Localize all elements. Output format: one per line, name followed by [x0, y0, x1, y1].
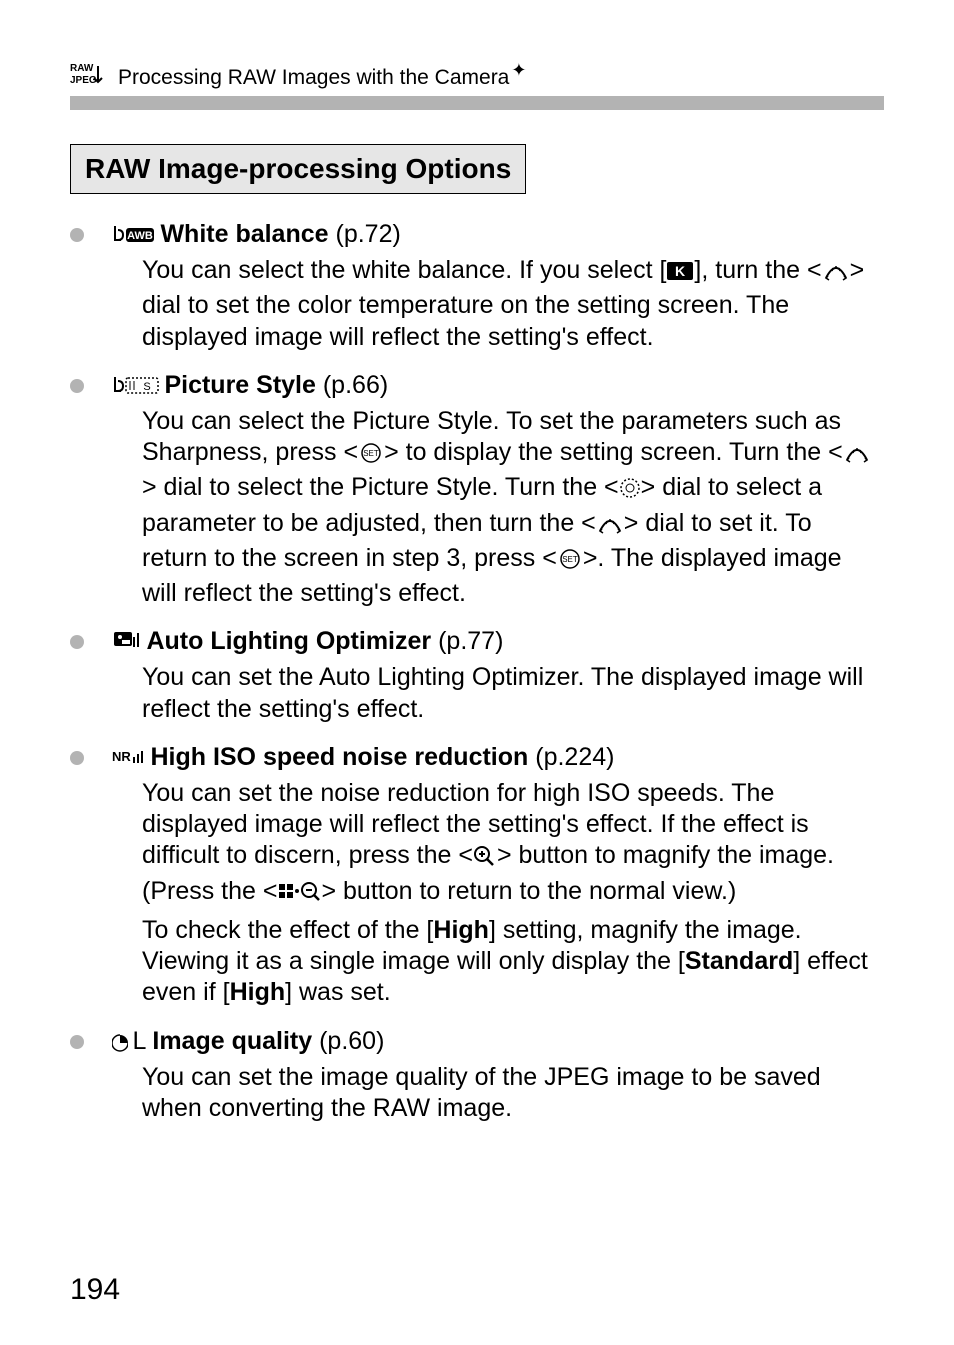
nr-icon: NR: [112, 747, 146, 774]
main-dial-icon: [822, 259, 850, 290]
item-quality-title: L Image quality (p.60): [112, 1027, 384, 1058]
item-nr-title: NR High ISO speed noise reduction (p.224…: [112, 743, 614, 774]
set-button-icon: SET: [557, 547, 583, 578]
k-box-icon: K: [666, 259, 694, 290]
svg-text:RAW: RAW: [70, 63, 94, 74]
header-title: Processing RAW Images with the Camera✦: [118, 60, 526, 90]
item-nr-head: NR High ISO speed noise reduction (p.224…: [70, 743, 884, 774]
svg-text:NR: NR: [112, 749, 131, 764]
page-number: 194: [70, 1273, 120, 1307]
item-nr-body1: You can set the noise reduction for high…: [142, 778, 874, 911]
item-nr-body2: To check the effect of the [High] settin…: [142, 915, 874, 1009]
bullet-icon: [70, 1035, 84, 1049]
section-heading: RAW Image-processing Options: [85, 153, 511, 184]
item-white-balance-head: AWB White balance (p.72): [70, 220, 884, 251]
bullet-icon: [70, 379, 84, 393]
alo-icon: [112, 629, 142, 658]
quality-quarter-icon: [112, 1031, 128, 1058]
bullet-icon: [70, 228, 84, 242]
magnify-plus-icon: [473, 844, 497, 875]
svg-text:K: K: [675, 263, 685, 279]
item-alo-title: Auto Lighting Optimizer (p.77): [112, 627, 503, 658]
item-quality-body: You can set the image quality of the JPE…: [142, 1062, 874, 1125]
svg-text:SET: SET: [562, 555, 578, 564]
main-dial-icon: [843, 441, 871, 472]
page-header: RAW JPEG Processing RAW Images with the …: [70, 60, 884, 90]
item-white-balance-title: AWB White balance (p.72): [112, 220, 401, 251]
bullet-icon: [70, 751, 84, 765]
svg-text:S: S: [143, 381, 150, 393]
svg-text:JPEG: JPEG: [70, 75, 97, 86]
header-divider: [70, 96, 884, 110]
star-icon: ✦: [511, 60, 526, 80]
item-picture-style-title: S Picture Style (p.66): [112, 371, 388, 402]
item-picture-style-body: You can select the Picture Style. To set…: [142, 406, 874, 610]
raw-jpeg-icon: RAW JPEG: [70, 60, 106, 90]
item-alo-body: You can set the Auto Lighting Optimizer.…: [142, 662, 874, 725]
main-dial-icon: [596, 512, 624, 543]
picture-style-icon: S: [112, 373, 160, 402]
bullet-icon: [70, 635, 84, 649]
set-button-icon: SET: [358, 441, 384, 472]
item-alo-head: Auto Lighting Optimizer (p.77): [70, 627, 884, 658]
item-white-balance-body: You can select the white balance. If you…: [142, 255, 874, 353]
page: RAW JPEG Processing RAW Images with the …: [0, 0, 954, 1345]
item-quality-head: L Image quality (p.60): [70, 1027, 884, 1058]
item-picture-style-head: S Picture Style (p.66): [70, 371, 884, 402]
index-reduce-icon: [277, 880, 321, 911]
wb-awb-icon: AWB: [112, 222, 156, 251]
svg-text:SET: SET: [363, 449, 379, 458]
svg-text:AWB: AWB: [127, 230, 153, 242]
section-heading-box: RAW Image-processing Options: [70, 144, 526, 194]
quick-dial-icon: [619, 476, 641, 507]
